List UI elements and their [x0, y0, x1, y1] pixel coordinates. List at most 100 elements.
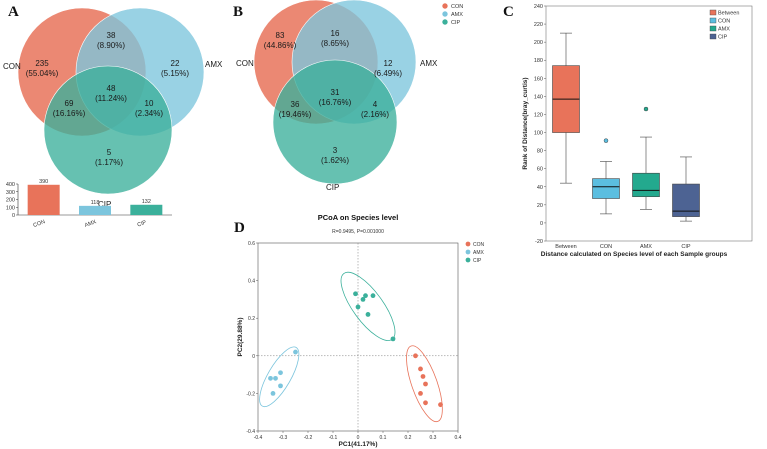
venn-b-amx-only-pct: (6.49%)	[374, 69, 402, 78]
bar-a-ytick-label: 0	[12, 213, 15, 219]
pcoa-point-cip	[370, 293, 376, 299]
bar-a-ytick-label: 200	[6, 198, 15, 204]
bar-a-ytick-label: 100	[6, 205, 15, 211]
box-plot-c: -20 0 20 40 60 80 100 120 140 160 180 200 220 240 Rank…	[522, 4, 739, 258]
bar-a-category-label: CIP	[137, 220, 148, 229]
pcoa-ytick-label: 0.2	[248, 316, 255, 322]
panel-a-letter: A	[8, 4, 19, 20]
pcoa-point-cip	[365, 312, 371, 317]
pcoa-point-cip	[360, 297, 366, 302]
pcoa-point-cip	[363, 293, 368, 299]
venn-b-con-only-pct: (44.86%)	[264, 41, 297, 50]
venn-b-cip-only-n: 3	[333, 146, 338, 155]
box-ytick-label: 0	[540, 221, 543, 227]
box-amx-box	[632, 172, 660, 198]
venn-a-cip-circle	[43, 65, 173, 195]
panel-d-letter: D	[234, 220, 245, 236]
bar-a-bar-amx	[79, 205, 111, 215]
venn-b-legend: CON AMX CIP	[441, 2, 463, 26]
venn-a-label-cip: CIP	[98, 200, 111, 209]
venn-a-con-cip-n: 69	[65, 99, 74, 108]
pcoa-legend-label: CIP	[473, 258, 482, 264]
venn-b-con-cip-n: 36	[291, 100, 300, 109]
pcoa-title: PCoA on Species level	[318, 213, 399, 222]
venn-b-con-cip-pct: (19.46%)	[279, 110, 312, 119]
pcoa-xtick-label: -0.3	[279, 435, 288, 441]
venn-a-con-only-pct: (55.04%)	[26, 69, 59, 78]
box-ytick-label: -20	[535, 239, 543, 245]
bar-a-ytick-label: 300	[6, 190, 15, 196]
panel-c-letter: C	[503, 4, 514, 20]
box-y-axis-title: Rank of Distance(bray_curtis)	[522, 77, 529, 169]
venn-b-label-amx: AMX	[420, 59, 438, 68]
box-legend-label: AMX	[718, 27, 730, 33]
pcoa-point-amx	[278, 383, 283, 389]
box-amx-outlier	[643, 106, 649, 112]
venn-a-label-amx: AMX	[205, 60, 223, 69]
legend-b-cip-marker	[441, 18, 449, 26]
venn-a-all-pct: (11.24%)	[95, 94, 127, 103]
box-cip-box	[672, 183, 700, 217]
venn-a-amx-cip-n: 10	[145, 99, 154, 108]
venn-b-con-amx-pct: (8.65%)	[321, 39, 349, 48]
venn-b-con-only-n: 83	[276, 31, 285, 40]
box-ytick-label: 60	[537, 167, 543, 173]
box-ytick-label: 140	[534, 94, 543, 100]
box-ytick-label: 220	[534, 22, 543, 28]
pcoa-point-cip	[355, 304, 361, 310]
pcoa-point-con	[418, 366, 423, 372]
bar-a-value-label: 132	[142, 199, 151, 205]
pcoa-legend-label: CON	[473, 242, 485, 248]
box-ytick-label: 40	[537, 185, 543, 191]
pcoa-point-amx	[293, 349, 298, 355]
box-legend-swatch	[709, 33, 717, 40]
box-category-label: CIP	[681, 244, 691, 250]
box-legend-label: Between	[718, 11, 739, 17]
venn-a-cip-only-pct: (1.17%)	[95, 158, 123, 167]
venn-b-amx-only-n: 12	[384, 59, 393, 68]
pcoa-ellipse-amx	[259, 346, 300, 408]
pcoa-ytick-label: 0	[252, 354, 255, 360]
legend-b-con: CON	[451, 4, 463, 10]
venn-a-cip-only-n: 5	[107, 148, 112, 157]
box-ytick-label: 200	[534, 40, 543, 46]
box-legend-label: CON	[718, 19, 730, 25]
pcoa-point-con	[418, 391, 423, 396]
pcoa-point-con	[420, 374, 426, 379]
pcoa-legend-marker	[465, 249, 471, 255]
box-x-axis-title: Distance calculated on Species level of …	[541, 251, 728, 258]
legend-b-amx: AMX	[451, 12, 463, 18]
pcoa-point-con	[438, 402, 443, 408]
pcoa-ytick-label: 0.6	[248, 241, 255, 247]
box-ytick-label: 100	[534, 131, 543, 137]
pcoa-xtick-label: 0.1	[380, 435, 387, 441]
pcoa-xtick-label: -0.2	[304, 435, 313, 441]
legend-b-con-marker	[441, 2, 449, 10]
venn-a-amx-cip-pct: (2.34%)	[135, 109, 163, 118]
box-ytick-label: 240	[534, 4, 543, 10]
box-legend-swatch	[709, 17, 717, 24]
pcoa-xtick-label: 0.2	[405, 435, 412, 441]
venn-b-cip-circle	[272, 59, 398, 185]
venn-b-label-cip: CIP	[326, 183, 339, 192]
venn-a-label-con: CON	[3, 62, 21, 71]
pcoa-ytick-label: 0.4	[248, 279, 255, 285]
bar-a-ytick-label: 400	[6, 182, 15, 188]
legend-b-amx-marker	[441, 10, 449, 18]
bar-a-value-label: 118	[91, 200, 100, 206]
venn-a-con-amx-pct: (8.90%)	[97, 41, 125, 50]
venn-b-con-amx-n: 16	[331, 29, 340, 38]
pcoa-legend: CON AMX CIP	[465, 241, 485, 264]
pcoa-xtick-label: -0.4	[254, 435, 263, 441]
pcoa-legend-marker	[465, 257, 471, 263]
venn-a-con-amx-n: 38	[107, 31, 116, 40]
venn-a-con-cip-pct: (16.16%)	[53, 109, 86, 118]
bar-a-bar-cip	[130, 204, 163, 215]
pcoa-x-axis-title: PC1(41.17%)	[338, 441, 377, 448]
pcoa-legend-label: AMX	[473, 250, 485, 256]
box-ytick-label: 160	[534, 76, 543, 82]
venn-b-all-pct: (16.76%)	[319, 98, 352, 107]
pcoa-subtitle: R=0.9495, P=0.001000	[332, 229, 384, 235]
panel-b-letter: B	[233, 4, 243, 20]
